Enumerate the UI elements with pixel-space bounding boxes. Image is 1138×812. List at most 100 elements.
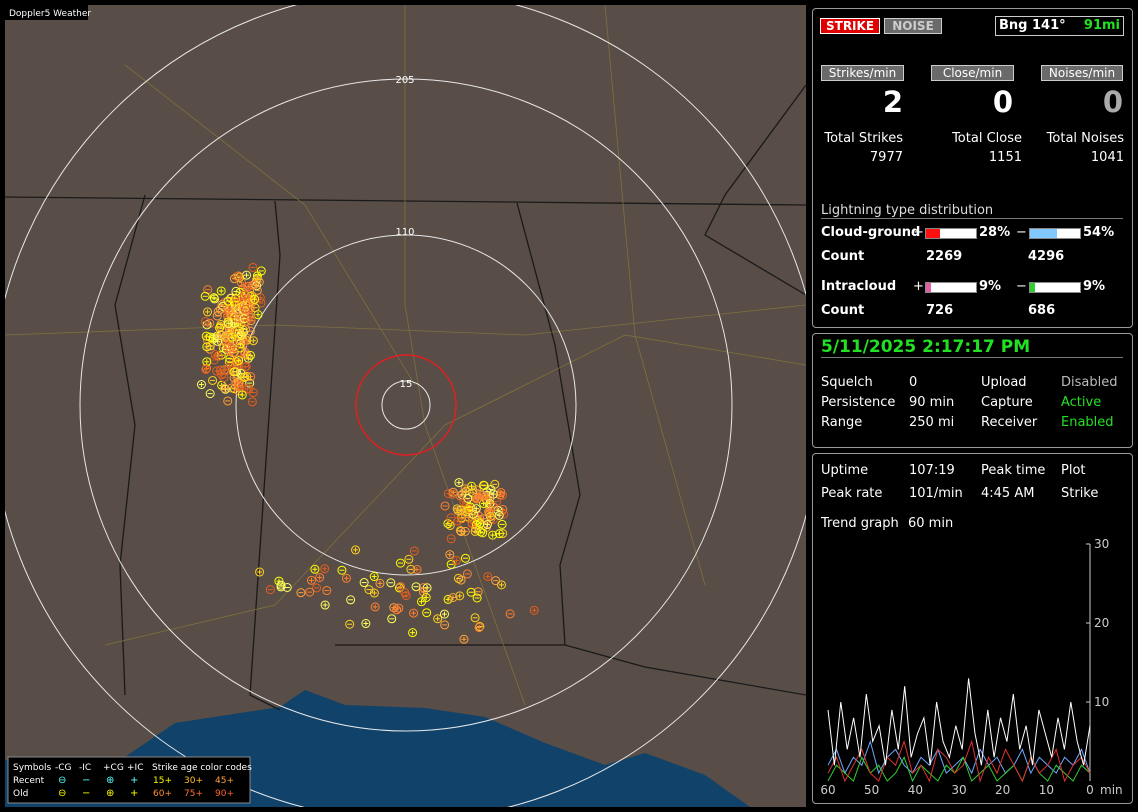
count-label: Count <box>821 303 865 318</box>
strike-symbol <box>485 512 495 522</box>
info-text: Capture <box>981 395 1033 410</box>
x-tick-label: 60 <box>820 783 835 797</box>
strike-circle <box>241 362 251 372</box>
strike-circle <box>491 576 501 586</box>
strike-circle <box>412 565 422 575</box>
strike-sign <box>435 616 441 622</box>
strike-sign <box>490 532 496 538</box>
strike-circle <box>235 380 245 390</box>
strike-circle <box>488 530 498 540</box>
strike-circle <box>409 546 419 556</box>
strike-symbol <box>310 564 320 574</box>
strike-symbol <box>220 383 230 393</box>
strike-circle <box>252 285 262 295</box>
strike-symbol <box>282 582 292 592</box>
strike-symbol <box>221 332 231 342</box>
strike-circle <box>200 291 210 301</box>
strike-sign <box>447 522 453 528</box>
strike-circle <box>235 314 245 324</box>
strike-symbol <box>460 553 470 563</box>
strike-sign <box>233 306 239 312</box>
strike-circle <box>387 614 397 624</box>
strike-circle <box>312 583 322 593</box>
strike-circle <box>256 266 266 276</box>
strike-circle <box>315 572 325 582</box>
pct-fill <box>926 283 931 292</box>
strike-circle <box>483 572 493 582</box>
strike-symbol <box>369 572 379 582</box>
strike-symbol <box>462 569 472 579</box>
strike-circle <box>232 272 242 282</box>
legend-box <box>7 756 251 804</box>
legend-symbol: ⊖ <box>58 788 66 799</box>
legend-symbol: + <box>130 775 138 786</box>
legend-label: Recent <box>13 776 45 786</box>
info-text: 101/min <box>909 486 963 501</box>
strike-circle <box>345 619 355 629</box>
legend-age: 75+ <box>184 789 203 799</box>
strike-sign <box>248 316 254 322</box>
strike-circle <box>306 575 316 585</box>
noise-button[interactable]: NOISE <box>884 18 942 34</box>
strike-symbol <box>433 614 443 624</box>
legend-symbol: ⊕ <box>106 788 114 799</box>
count: 686 <box>1028 303 1056 318</box>
strike-sign <box>222 385 228 391</box>
ring-label: 205 <box>395 75 414 86</box>
strike-circle <box>463 493 473 503</box>
info-text: Active <box>1061 395 1102 410</box>
strike-sign <box>496 531 502 537</box>
strike-sign <box>476 625 482 631</box>
strike-circle <box>203 307 213 317</box>
pct-label: 9% <box>1083 279 1106 294</box>
strike-circle <box>369 588 379 598</box>
strike-sign <box>371 590 377 596</box>
pct-label: 54% <box>1083 225 1115 240</box>
legend: Symbols Recent Old Strike age color code… <box>7 756 252 804</box>
strike-sign <box>240 329 246 335</box>
strike-circle <box>462 569 472 579</box>
strike-symbol <box>239 373 249 383</box>
legend-symbol: − <box>82 775 90 786</box>
strike-circle <box>443 519 453 529</box>
strike-circle <box>282 582 292 592</box>
strike-symbol <box>395 582 405 592</box>
legend-symbol: ⊕ <box>106 775 114 786</box>
total-label: Total Close <box>952 131 1022 146</box>
strike-symbol <box>235 314 245 324</box>
strike-symbol <box>312 583 322 593</box>
strike-sign <box>214 333 220 339</box>
strike-circle <box>472 493 482 503</box>
strike-symbol <box>470 613 480 623</box>
strike-sign <box>397 584 403 590</box>
strike-circle <box>209 293 219 303</box>
strike-button[interactable]: STRIKE <box>820 18 880 34</box>
strike-circle <box>389 603 399 613</box>
strike-circle <box>460 484 470 494</box>
strike-symbol <box>229 274 239 284</box>
strike-circle <box>320 600 330 610</box>
strike-circle <box>494 510 504 520</box>
count-label: Count <box>821 249 865 264</box>
strike-symbol <box>200 291 210 301</box>
strike-symbol <box>337 565 347 575</box>
strike-circle <box>230 367 240 377</box>
strike-symbol <box>408 628 418 638</box>
strike-symbol <box>216 286 226 296</box>
pct-bar <box>925 228 977 239</box>
legend-age: 45+ <box>215 776 234 786</box>
strike-sign <box>474 496 480 502</box>
strike-symbol <box>208 375 218 385</box>
strike-circle <box>386 578 396 588</box>
strike-circle <box>470 613 480 623</box>
strike-circle <box>416 597 426 607</box>
strike-symbol <box>460 526 470 536</box>
x-tick-label: 0 <box>1086 783 1094 797</box>
strike-sign <box>215 338 221 344</box>
strike-sign <box>498 489 504 495</box>
strike-circle <box>322 586 332 596</box>
strike-symbol <box>306 575 316 585</box>
info-text: 0 <box>909 375 918 390</box>
strike-sign <box>485 574 491 580</box>
strike-symbol <box>205 389 215 399</box>
